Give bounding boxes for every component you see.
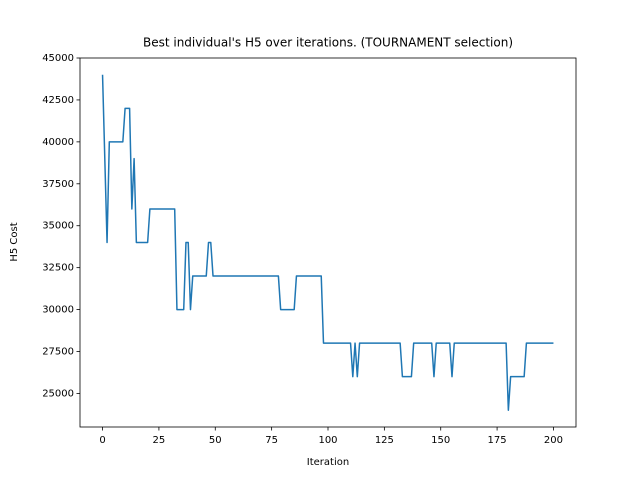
x-tick-label: 125 (375, 435, 394, 446)
x-tick-label: 150 (431, 435, 450, 446)
y-tick-label: 27500 (42, 347, 74, 358)
data-line (101, 74, 554, 411)
y-tick-label: 25000 (42, 388, 74, 399)
y-tick-label: 42500 (42, 95, 74, 106)
x-tick-label: 0 (99, 435, 105, 446)
x-tick-label: 175 (488, 435, 507, 446)
y-tick-label: 30000 (42, 305, 74, 316)
x-axis-label: Iteration (307, 457, 349, 468)
y-tick-label: 35000 (42, 221, 74, 232)
x-tick-label: 25 (153, 435, 166, 446)
y-tick-label: 40000 (42, 137, 74, 148)
y-axis-label: H5 Cost (9, 222, 20, 261)
y-tick-label: 32500 (42, 263, 74, 274)
y-tick-label: 45000 (42, 53, 74, 64)
chart-title: Best individual's H5 over iterations. (T… (143, 36, 513, 50)
y-tick-label: 37500 (42, 179, 74, 190)
x-tick-label: 50 (209, 435, 222, 446)
x-tick-label: 200 (544, 435, 563, 446)
x-tick-label: 100 (318, 435, 337, 446)
axes-frame (79, 57, 577, 428)
x-tick-label: 75 (265, 435, 278, 446)
